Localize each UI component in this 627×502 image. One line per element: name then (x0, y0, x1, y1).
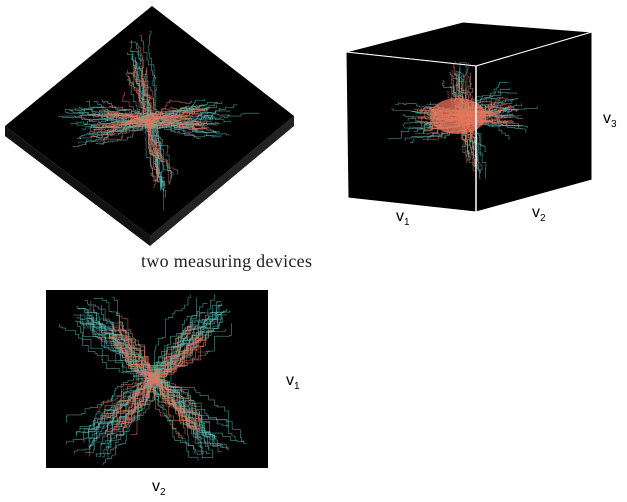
trajectory-path (157, 381, 193, 428)
flat-label-v2: v2 (152, 478, 166, 499)
plane-trajectories (58, 30, 260, 210)
trajectory-path (156, 328, 199, 374)
trajectory-path (117, 377, 158, 432)
cube-trajectories (387, 61, 538, 179)
trajectory-path (101, 99, 150, 118)
trajectory-path (59, 324, 152, 381)
trajectory-path (126, 72, 149, 121)
trajectory-path (152, 380, 186, 439)
flat-label-v1: v1 (286, 372, 300, 393)
trajectory-path (76, 306, 152, 381)
trajectory-path (127, 69, 149, 122)
trajectory-path (145, 66, 155, 119)
trajectory-path (74, 379, 152, 455)
trajectory-path (84, 380, 151, 453)
trajectory-path (96, 124, 149, 145)
trajectory-path (154, 295, 191, 377)
trajectory-path (117, 311, 152, 377)
cube-label-v2: v2 (532, 204, 546, 225)
trajectory-path (153, 124, 179, 174)
trajectory-path (157, 378, 229, 450)
trajectory-path (101, 124, 150, 144)
trajectory-path (111, 327, 158, 379)
trajectory-path (89, 122, 152, 138)
trajectory-path (119, 375, 158, 436)
trajectory-path (145, 117, 162, 162)
trajectory-path (151, 326, 193, 375)
cube-label-v1: v1 (396, 208, 410, 229)
trajectory-path (157, 376, 195, 431)
trajectory-path (154, 304, 223, 380)
cube-label-v3: v3 (603, 110, 617, 131)
trajectory-path (116, 380, 158, 438)
trajectory-path (154, 330, 201, 376)
flat-plot-svg (46, 290, 268, 468)
tilted-plane-svg (5, 6, 294, 246)
trajectory-path (144, 123, 158, 181)
plane-side-left (5, 126, 150, 246)
trajectory-path (154, 114, 221, 124)
trajectory-path (148, 30, 158, 117)
trajectory-path (103, 379, 158, 417)
dense-core (430, 98, 486, 134)
trajectory-path (111, 379, 152, 434)
trajectory-path (147, 123, 159, 173)
trajectory-path (116, 341, 158, 382)
trajectory-path (75, 319, 151, 383)
trajectory-path (152, 107, 211, 120)
trajectory-path (106, 111, 155, 123)
trajectory-path (84, 300, 156, 374)
trajectory-path (93, 113, 146, 126)
trajectory-path (96, 374, 153, 412)
trajectory-path (108, 335, 158, 375)
flat-plot-panel (46, 290, 268, 470)
trajectory-path (112, 321, 153, 375)
trajectory-path (127, 52, 150, 122)
trajectory-path (155, 303, 208, 374)
flat-plot-trajectories (59, 294, 248, 465)
trajectory-path (158, 377, 223, 445)
trajectory-path (109, 116, 147, 136)
trajectory-path (150, 381, 191, 429)
cube-panel (340, 18, 602, 218)
trajectory-path (145, 70, 152, 119)
trajectory-path (111, 331, 152, 377)
trajectory-path (154, 379, 201, 422)
cube-svg (345, 21, 593, 213)
trajectory-path (118, 321, 153, 379)
plane-side-right (150, 116, 294, 246)
tilted-plane-panel (0, 0, 300, 246)
trajectory-path (149, 121, 162, 159)
trajectory-path (104, 378, 153, 415)
trajectory-path (155, 380, 236, 441)
trajectory-path (139, 35, 158, 120)
trajectory-path (138, 44, 151, 117)
trajectory-path (148, 109, 209, 118)
trajectory-path (157, 377, 248, 444)
trajectory-path (154, 376, 199, 432)
trajectory-path (78, 114, 146, 124)
caption: two measuring devices (141, 251, 313, 271)
trajectory-path (153, 337, 200, 376)
trajectory-path (150, 117, 193, 124)
trajectory-path (110, 336, 159, 382)
trajectory-path (153, 311, 206, 383)
trajectory-path (148, 122, 201, 130)
trajectory-path (130, 376, 157, 435)
trajectory-path (146, 122, 170, 185)
trajectory-path (65, 373, 150, 423)
trajectory-path (149, 381, 199, 461)
